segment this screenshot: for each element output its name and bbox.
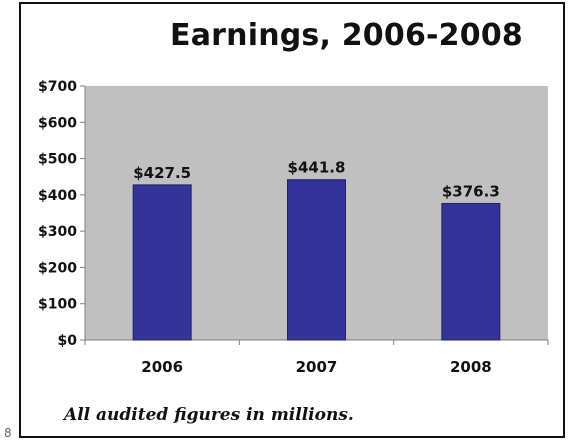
data-label-2008: $376.3 — [442, 182, 500, 200]
bar-2008 — [441, 202, 501, 341]
corner-mark: 8 — [4, 426, 12, 440]
x-tick-label-2007: 2007 — [296, 358, 338, 376]
bar-2007 — [287, 179, 346, 341]
y-tick-label: $200 — [38, 260, 77, 276]
y-tick-label: $300 — [38, 224, 77, 240]
x-tick-label-2008: 2008 — [450, 358, 492, 376]
data-label-2006: $427.5 — [133, 164, 191, 182]
y-tick-label: $0 — [58, 333, 78, 349]
y-tick-label: $100 — [38, 297, 77, 313]
chart-note: All audited figures in millions. — [64, 405, 354, 425]
bar-2006 — [132, 184, 192, 341]
x-tick-label-2006: 2006 — [141, 358, 183, 376]
chart-title: Earnings, 2006-2008 — [170, 18, 523, 53]
y-tick-label: $500 — [38, 152, 77, 168]
data-label-2007: $441.8 — [288, 159, 346, 177]
y-tick-label: $600 — [38, 115, 77, 131]
y-tick-label: $400 — [38, 188, 77, 204]
y-tick-label: $700 — [38, 79, 77, 95]
